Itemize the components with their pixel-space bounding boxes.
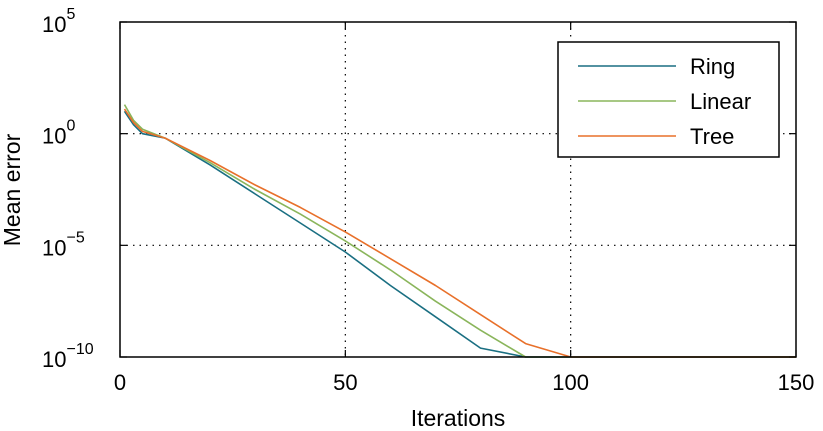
x-axis-label: Iterations — [411, 405, 506, 431]
axis-tick-marks — [119, 21, 797, 358]
plot-frame — [119, 21, 797, 358]
y-axis-label: Mean error — [0, 133, 25, 246]
x-tick-label: 100 — [552, 370, 589, 395]
y-tick-label: 100 — [42, 118, 75, 149]
legend-label-tree: Tree — [690, 124, 734, 149]
y-tick-label: 10−5 — [42, 229, 85, 260]
y-tick-label: 10−10 — [42, 341, 94, 372]
x-tick-label: 50 — [333, 370, 357, 395]
y-tick-label: 105 — [42, 6, 75, 37]
grid-lines — [120, 22, 796, 357]
legend-label-linear: Linear — [690, 89, 751, 114]
legend-label-ring: Ring — [690, 54, 735, 79]
y-tick-labels: 105 100 10−5 10−10 — [42, 6, 94, 372]
legend-box — [557, 41, 780, 158]
x-tick-label: 0 — [114, 370, 126, 395]
x-tick-labels: 0 50 100 150 — [114, 370, 814, 395]
x-tick-label: 150 — [778, 370, 815, 395]
legend: Ring Linear Tree — [557, 41, 780, 158]
